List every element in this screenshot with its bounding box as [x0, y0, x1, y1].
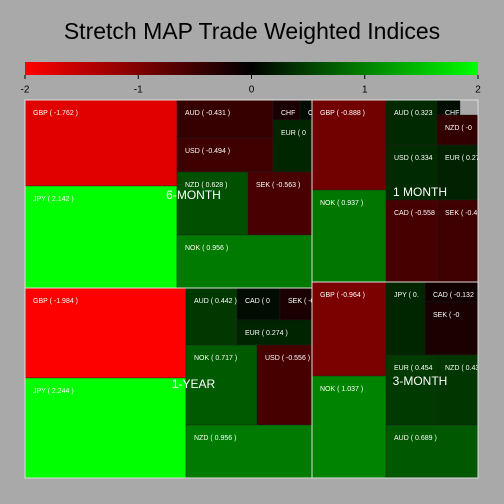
colorbar-tick-label: 0: [249, 85, 255, 96]
cell: [311, 99, 387, 191]
cell: [279, 287, 313, 321]
cell: [256, 344, 313, 426]
cell-label: GBP ( -0.964 ): [320, 292, 365, 299]
cell-label: AUD ( 0.442 ): [194, 298, 237, 305]
cell-label: NOK ( 0.956 ): [185, 245, 228, 252]
cell-label: SEK ( -0.563 ): [256, 182, 300, 189]
cell-label: AUD ( 0.689 ): [394, 435, 437, 442]
cell: [176, 99, 274, 139]
cell-label: GBP ( -0.888 ): [320, 110, 365, 117]
cell-label: NZD ( 0.956 ): [194, 435, 236, 442]
cell-label: JPY ( 2.244 ): [33, 388, 74, 395]
cell: [311, 375, 387, 479]
cell: [24, 377, 187, 479]
cell-label: EUR ( 0.454: [394, 365, 433, 372]
cell: [176, 137, 274, 173]
cell: [236, 287, 281, 321]
cell: [272, 119, 313, 173]
colorbar: [25, 62, 478, 75]
cell-label: CHF: [445, 110, 459, 117]
cell: [24, 185, 178, 289]
cell-label: JPY ( 2.142 ): [33, 196, 74, 203]
panel: GBP ( -0.888 ) NOK ( 0.937 ) AUD ( 0.323 CH…: [311, 99, 481, 283]
cell-label: C: [308, 110, 313, 117]
cell-label: GBP ( -1.984 ): [33, 298, 78, 305]
cell: [385, 199, 438, 283]
cell-label: USD ( -0.494 ): [185, 148, 230, 155]
panel-label: 3-MONTH: [393, 374, 448, 388]
cell-label: NOK ( 0.717 ): [194, 355, 237, 362]
cell-label: EUR ( 0: [281, 130, 306, 137]
panel: GBP ( -1.762 ) JPY ( 2.142 ) AUD ( -0.431 …: [24, 99, 313, 289]
cell: [236, 319, 313, 346]
colorbar-tick-label: -1: [134, 85, 143, 96]
colorbar-tick-label: 2: [475, 85, 481, 96]
cell: [185, 287, 238, 346]
cell-label: NOK ( 1.037 ): [320, 386, 363, 393]
cell: [176, 171, 249, 236]
cell-label: USD ( -0.556 ): [265, 355, 310, 362]
cell: [385, 424, 479, 479]
cell-label: JPY ( 0.: [394, 292, 419, 299]
cell: [385, 99, 438, 146]
cell-label: SEK ( -0: [288, 298, 315, 305]
cell: [185, 344, 258, 426]
cell: [436, 354, 479, 426]
cell-label: NZD ( 0.628 ): [185, 182, 227, 189]
cell-label: CAD ( 0: [245, 298, 270, 305]
chart-title: Stretch MAP Trade Weighted Indices: [64, 18, 440, 44]
cell: [436, 199, 479, 283]
cell-label: SEK ( -0: [433, 312, 460, 319]
panel-border: [311, 281, 479, 479]
panel-label: 6-MONTH: [166, 188, 221, 202]
cell: [424, 301, 479, 356]
cell-label: NOK ( 0.937 ): [320, 200, 363, 207]
colorbar-tick-label: 1: [362, 85, 368, 96]
cell: [385, 144, 438, 201]
cell-label: USD ( 0.334: [394, 155, 433, 162]
panel-label: 1-YEAR: [172, 377, 216, 391]
colorbar-tick-label: -2: [21, 85, 30, 96]
cell-label: CAD ( -0.558: [394, 210, 435, 217]
panel: GBP ( -1.984 ) JPY ( 2.244 ) AUD ( 0.442 )…: [24, 287, 315, 479]
panel: GBP ( -0.964 ) NOK ( 1.037 ) JPY ( 0. CAD (…: [311, 281, 483, 479]
cell: [385, 281, 426, 356]
cell-label: AUD ( -0.431 ): [185, 110, 230, 117]
cell: [24, 287, 187, 379]
cell-label: NZD ( -0: [445, 125, 472, 132]
cell: [176, 234, 313, 289]
cell: [436, 114, 479, 146]
cell: [436, 144, 479, 201]
cell-label: EUR ( 0.27: [445, 155, 480, 162]
cell-label: AUD ( 0.323: [394, 110, 433, 117]
cell-label: EUR ( 0.274 ): [245, 330, 288, 337]
cell: [311, 189, 387, 283]
cell-label: SEK ( -0.49: [445, 210, 481, 217]
cell: [185, 424, 313, 479]
panel-label: 1 MONTH: [393, 185, 447, 199]
cell-label: NZD ( 0.431: [445, 365, 483, 372]
cell: [247, 171, 313, 236]
cell-label: GBP ( -1.762 ): [33, 110, 78, 117]
cell-label: CAD ( -0.132: [433, 292, 474, 299]
cell-label: CHF: [281, 110, 295, 117]
